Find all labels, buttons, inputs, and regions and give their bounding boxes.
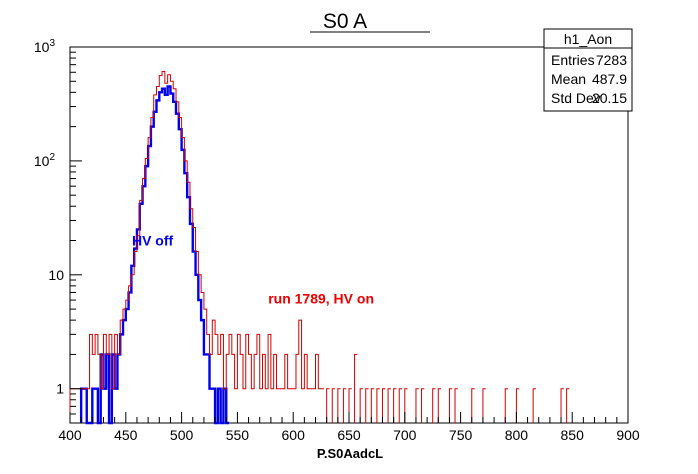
annotation-hv-on: run 1789, HV on (268, 290, 374, 306)
x-tick-label: 600 (282, 427, 306, 443)
stats-box-frame (543, 28, 633, 112)
x-tick-label: 700 (393, 427, 417, 443)
y-tick-label: 103 (34, 38, 56, 55)
stats-stddev-label: Std Dev (551, 90, 601, 106)
stats-box-name: h1_Aon (564, 31, 612, 47)
x-tick-label: 850 (561, 427, 585, 443)
annotations-group: HV off run 1789, HV on (132, 233, 374, 307)
axes-group: 400 450 500 550 600 650 700 750 800 850 900 1 10 102 1… (34, 38, 640, 443)
stats-mean-label: Mean (551, 71, 586, 87)
x-tick-label: 900 (616, 427, 640, 443)
stats-entries-label: Entries (551, 52, 595, 68)
y-tick-label: 1 (56, 381, 64, 397)
stats-mean-value: 487.9 (592, 71, 627, 87)
annotation-hv-off: HV off (132, 233, 174, 249)
x-tick-label: 750 (449, 427, 473, 443)
x-tick-label: 400 (58, 427, 82, 443)
x-tick-label: 550 (226, 427, 250, 443)
stats-box: h1_Aon Entries 7283 Mean 487.9 Std Dev 2… (543, 28, 633, 112)
histogram-series-group (69, 70, 570, 425)
chart-title: S0 A (323, 10, 367, 33)
x-tick-label: 500 (170, 427, 194, 443)
y-tick-label: 102 (34, 152, 56, 169)
x-axis-title: P.S0AadcL (317, 446, 383, 461)
x-tick-label: 800 (505, 427, 529, 443)
y-tick-label: 10 (48, 267, 64, 283)
histogram-series-red (69, 70, 570, 423)
stats-entries-value: 7283 (596, 52, 627, 68)
x-tick-label: 650 (337, 427, 361, 443)
x-tick-label: 450 (114, 427, 138, 443)
stats-stddev-value: 20.15 (592, 90, 627, 106)
